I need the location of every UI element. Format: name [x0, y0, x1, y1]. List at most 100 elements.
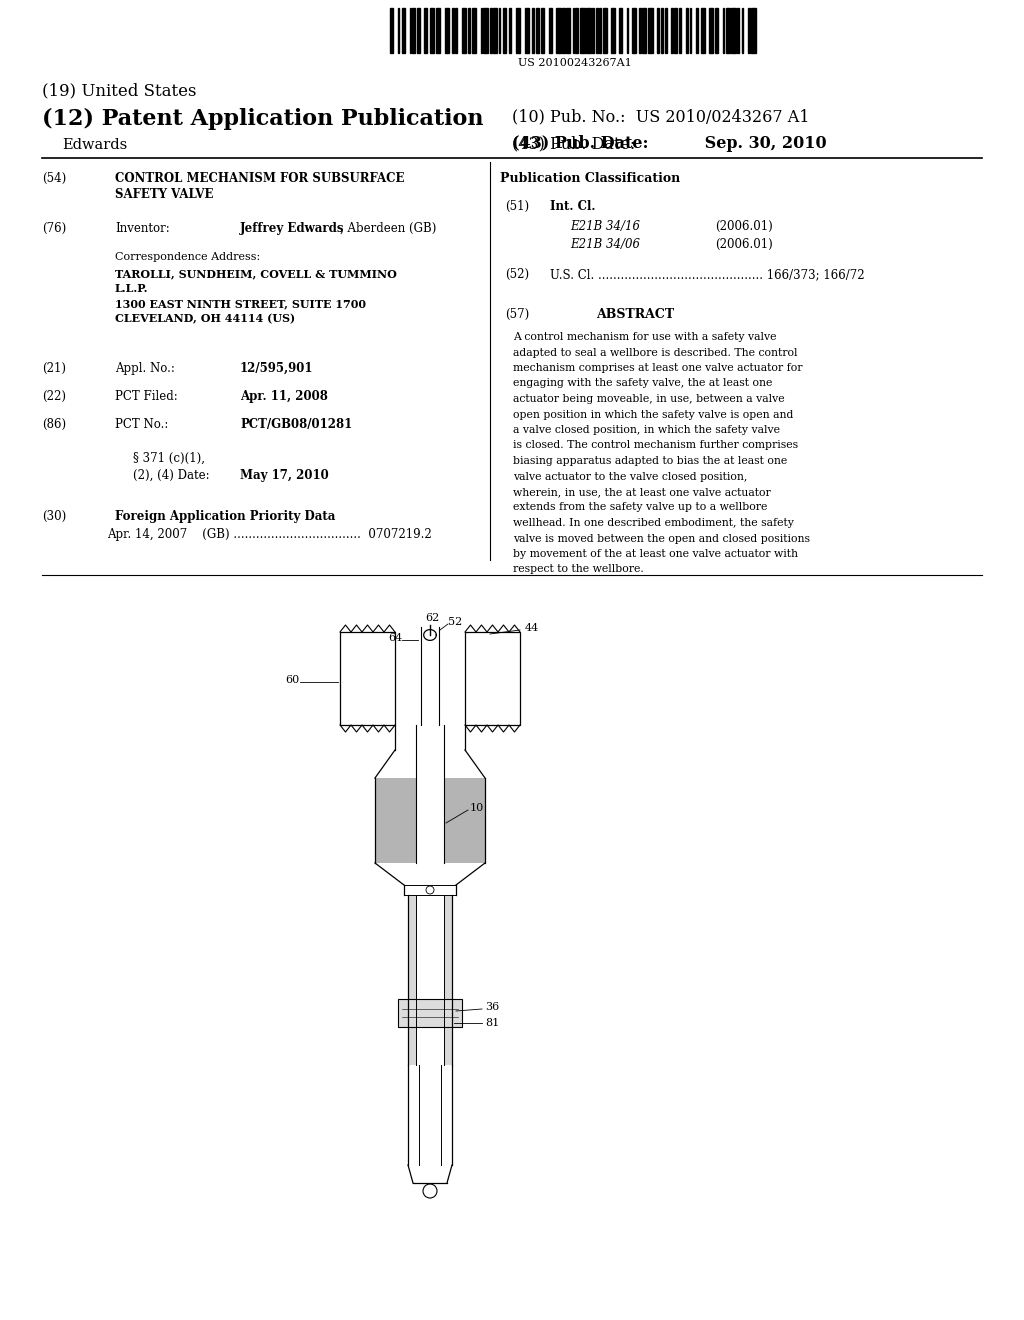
Text: (76): (76): [42, 222, 67, 235]
Text: May 17, 2010: May 17, 2010: [240, 469, 329, 482]
Text: PCT/GB08/01281: PCT/GB08/01281: [240, 418, 352, 432]
Bar: [556, 8, 561, 53]
Bar: [715, 8, 718, 53]
Text: (10) Pub. No.:  US 2010/0243267 A1: (10) Pub. No.: US 2010/0243267 A1: [512, 108, 810, 125]
Text: actuator being moveable, in use, between a valve: actuator being moveable, in use, between…: [513, 393, 784, 404]
Bar: [679, 8, 681, 53]
Bar: [499, 8, 500, 53]
Bar: [524, 8, 529, 53]
Text: (57): (57): [505, 308, 529, 321]
Bar: [752, 8, 756, 53]
Text: Apr. 11, 2008: Apr. 11, 2008: [240, 389, 328, 403]
Text: A control mechanism for use with a safety valve: A control mechanism for use with a safet…: [513, 333, 776, 342]
Bar: [532, 8, 535, 53]
Text: 10: 10: [470, 803, 484, 813]
Bar: [509, 8, 511, 53]
Bar: [408, 895, 416, 1065]
Bar: [444, 777, 485, 863]
Text: E21B 34/16: E21B 34/16: [570, 220, 640, 234]
Text: open position in which the safety valve is open and: open position in which the safety valve …: [513, 409, 794, 420]
Bar: [671, 8, 673, 53]
Bar: [642, 8, 646, 53]
Bar: [662, 8, 663, 53]
Bar: [468, 8, 470, 53]
Text: extends from the safety valve up to a wellbore: extends from the safety valve up to a we…: [513, 503, 767, 512]
Text: wellhead. In one described embodiment, the safety: wellhead. In one described embodiment, t…: [513, 517, 794, 528]
Text: 12/595,901: 12/595,901: [240, 362, 313, 375]
Text: Appl. No.:: Appl. No.:: [115, 362, 175, 375]
Bar: [516, 8, 520, 53]
Bar: [418, 8, 421, 53]
Bar: [593, 8, 594, 53]
Bar: [390, 8, 393, 53]
Text: 52: 52: [449, 616, 462, 627]
Text: 44: 44: [525, 623, 540, 634]
Text: (2), (4) Date:: (2), (4) Date:: [133, 469, 210, 482]
Text: is closed. The control mechanism further comprises: is closed. The control mechanism further…: [513, 441, 798, 450]
Text: Inventor:: Inventor:: [115, 222, 170, 235]
Text: engaging with the safety valve, the at least one: engaging with the safety valve, the at l…: [513, 379, 772, 388]
Text: Correspondence Address:: Correspondence Address:: [115, 252, 260, 261]
Text: SAFETY VALVE: SAFETY VALVE: [115, 187, 213, 201]
Text: Int. Cl.: Int. Cl.: [550, 201, 596, 213]
Bar: [453, 8, 454, 53]
Bar: [633, 8, 636, 53]
Bar: [375, 777, 416, 863]
Text: 36: 36: [485, 1002, 500, 1012]
Text: adapted to seal a wellbore is described. The control: adapted to seal a wellbore is described.…: [513, 347, 798, 358]
Bar: [675, 8, 678, 53]
Text: US 20100243267A1: US 20100243267A1: [518, 58, 632, 69]
Bar: [541, 8, 544, 53]
Text: 1300 EAST NINTH STREET, SUITE 1700: 1300 EAST NINTH STREET, SUITE 1700: [115, 298, 366, 309]
Bar: [480, 8, 482, 53]
Text: (54): (54): [42, 172, 67, 185]
Bar: [472, 8, 476, 53]
Bar: [435, 8, 440, 53]
Bar: [575, 8, 579, 53]
Text: (43) Pub. Date:          Sep. 30, 2010: (43) Pub. Date: Sep. 30, 2010: [512, 135, 826, 152]
Text: by movement of the at least one valve actuator with: by movement of the at least one valve ac…: [513, 549, 798, 558]
Text: a valve closed position, in which the safety valve: a valve closed position, in which the sa…: [513, 425, 780, 436]
Bar: [731, 8, 736, 53]
Bar: [689, 8, 691, 53]
Bar: [572, 8, 574, 53]
Bar: [586, 8, 591, 53]
Text: (22): (22): [42, 389, 66, 403]
Text: Foreign Application Priority Data: Foreign Application Priority Data: [115, 510, 336, 523]
Bar: [742, 8, 743, 53]
Bar: [686, 8, 688, 53]
Bar: [536, 8, 540, 53]
Text: wherein, in use, the at least one valve actuator: wherein, in use, the at least one valve …: [513, 487, 771, 498]
Bar: [665, 8, 667, 53]
Bar: [430, 8, 434, 53]
Bar: [709, 8, 713, 53]
Text: 60: 60: [285, 675, 299, 685]
Text: valve is moved between the open and closed positions: valve is moved between the open and clos…: [513, 533, 810, 544]
Text: biasing apparatus adapted to bias the at least one: biasing apparatus adapted to bias the at…: [513, 455, 787, 466]
Text: respect to the wellbore.: respect to the wellbore.: [513, 565, 644, 574]
Bar: [549, 8, 552, 53]
Bar: [627, 8, 628, 53]
Bar: [566, 8, 569, 53]
Text: ABSTRACT: ABSTRACT: [596, 308, 674, 321]
Text: (43) Pub. Date:: (43) Pub. Date:: [512, 135, 686, 152]
Bar: [602, 8, 607, 53]
Text: Apr. 14, 2007    (GB) ..................................  0707219.2: Apr. 14, 2007 (GB) .....................…: [106, 528, 432, 541]
Text: PCT No.:: PCT No.:: [115, 418, 168, 432]
Text: L.L.P.: L.L.P.: [115, 282, 148, 294]
Bar: [696, 8, 697, 53]
Text: (2006.01): (2006.01): [715, 220, 773, 234]
Bar: [657, 8, 659, 53]
Text: 81: 81: [485, 1018, 500, 1028]
Bar: [398, 999, 462, 1027]
Text: Publication Classification: Publication Classification: [500, 172, 680, 185]
Text: 64: 64: [388, 634, 402, 643]
Bar: [611, 8, 614, 53]
Text: E21B 34/06: E21B 34/06: [570, 238, 640, 251]
Text: (86): (86): [42, 418, 67, 432]
Bar: [701, 8, 706, 53]
Bar: [493, 8, 498, 53]
Bar: [413, 8, 416, 53]
Text: CLEVELAND, OH 44114 (US): CLEVELAND, OH 44114 (US): [115, 313, 295, 323]
Text: (51): (51): [505, 201, 529, 213]
